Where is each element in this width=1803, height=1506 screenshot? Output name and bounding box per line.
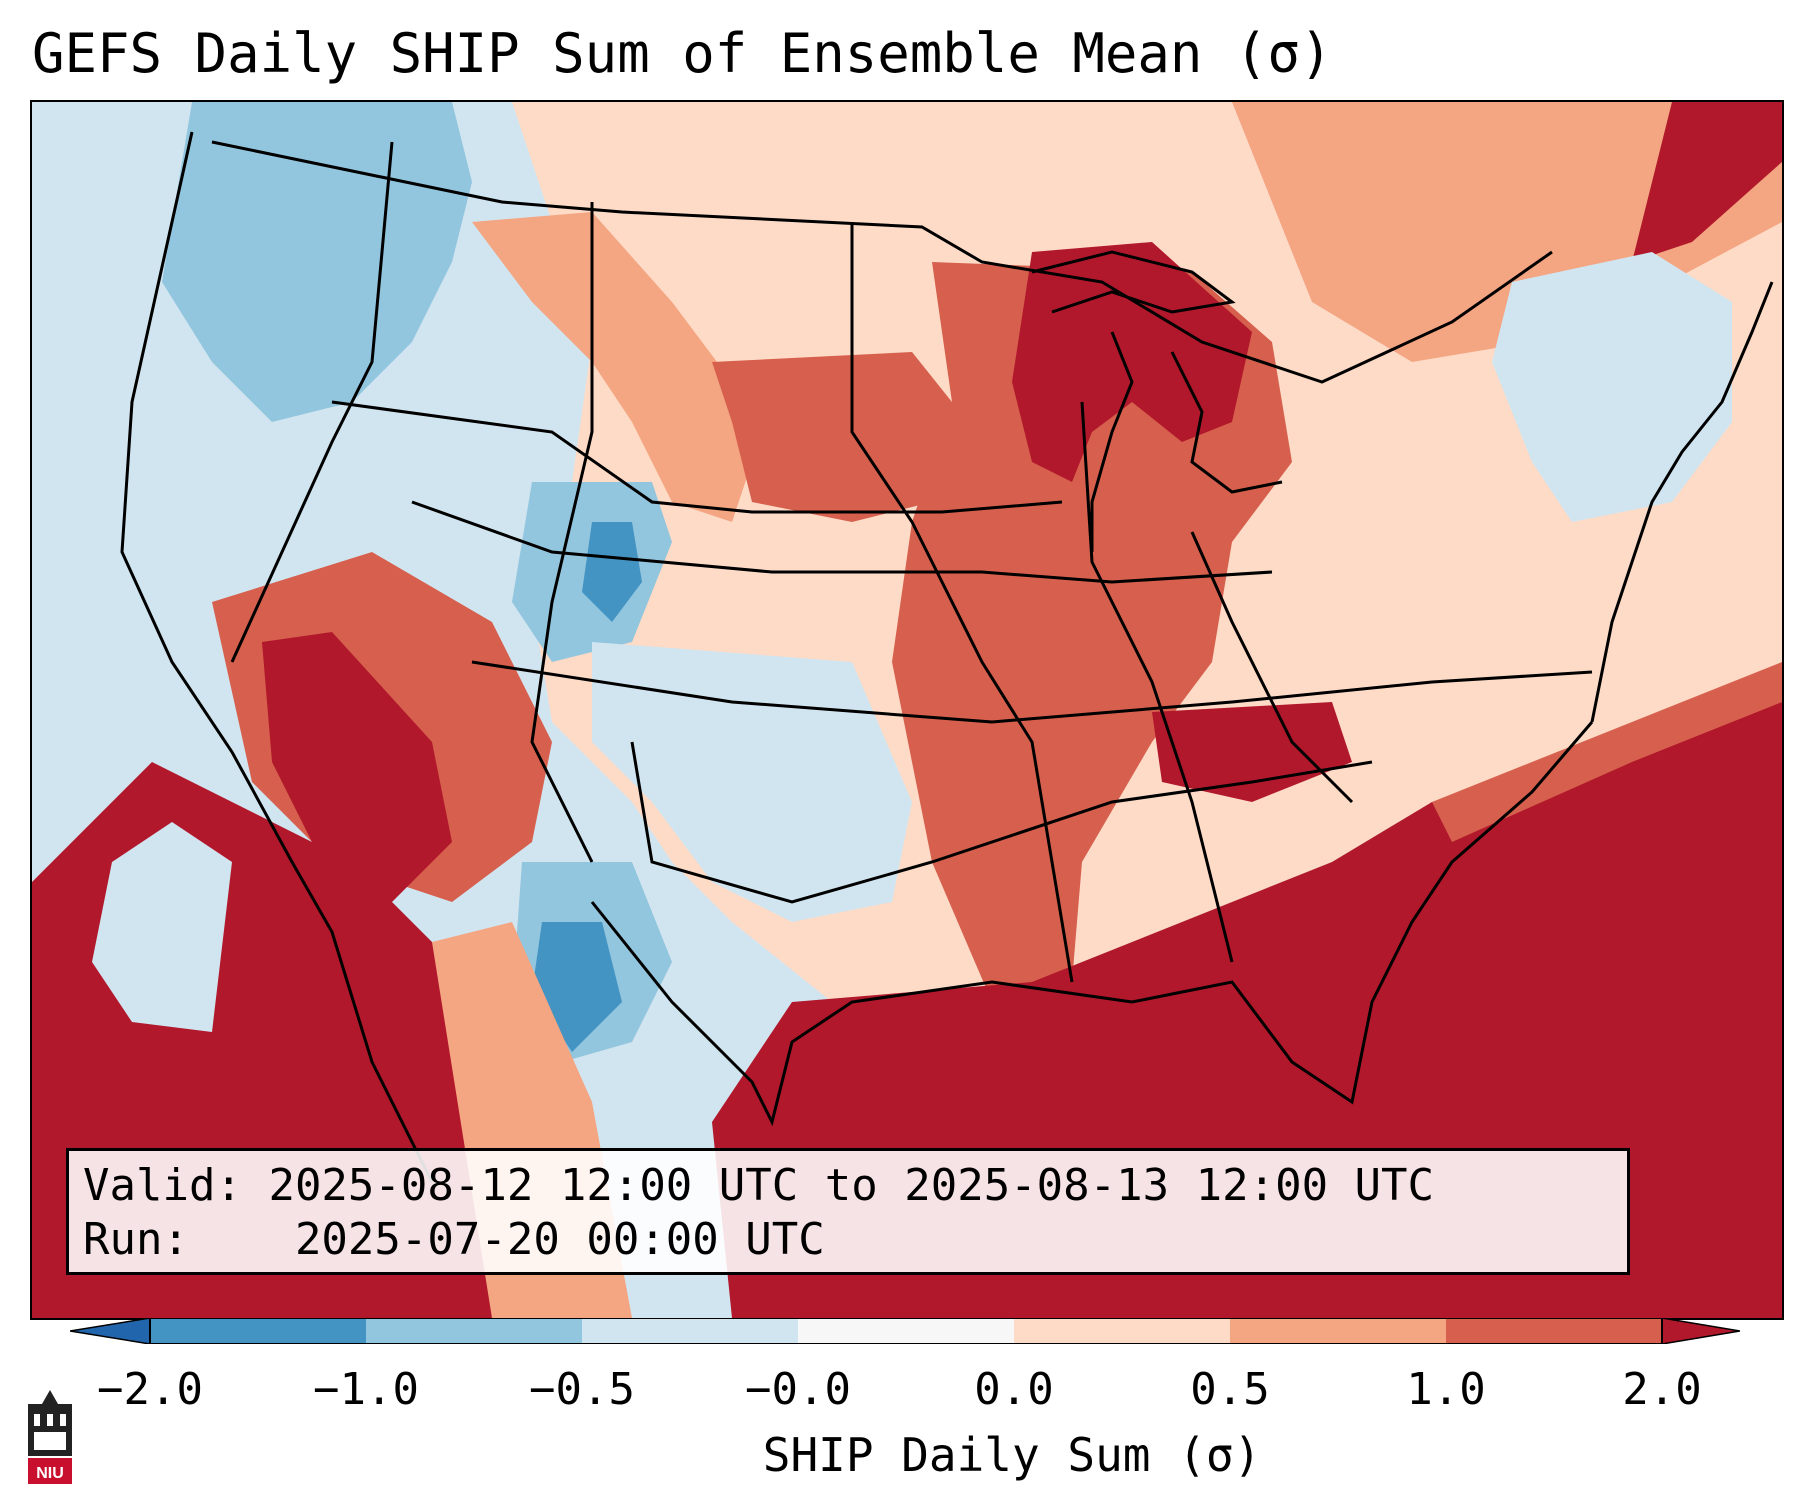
region-pacific-cool-patch: [92, 822, 232, 1032]
region-great-lakes-max: [1012, 242, 1252, 482]
colorbar-bin-7: [1446, 1318, 1662, 1344]
colorbar-extend-low: [70, 1318, 151, 1344]
colorbar-bin-5: [1014, 1318, 1230, 1344]
colorbar-tick-6: 1.0: [1406, 1364, 1486, 1415]
colorbar-bin-6: [1230, 1318, 1446, 1344]
shaded-map: [32, 102, 1782, 1318]
divider-7: [850, 222, 1074, 983]
colorbar-tick-0: −2.0: [97, 1364, 203, 1415]
validity-box: Valid: 2025-08-12 12:00 UTC to 2025-08-1…: [66, 1148, 1630, 1275]
divider-1: [331, 400, 1063, 514]
region-canada-max: [1632, 102, 1782, 262]
gulf-coast: [590, 721, 1594, 1127]
divider-3: [471, 660, 1593, 724]
region-southwest-max: [262, 632, 452, 902]
run-label: Run:: [83, 1214, 189, 1265]
colorbar-tick-4: 0.0: [974, 1364, 1054, 1415]
region-northeast-strong: [1232, 102, 1782, 362]
colorbar-label: SHIP Daily Sum (σ): [762, 1428, 1262, 1482]
divider-6: [530, 202, 594, 863]
valid-value: 2025-08-12 12:00 UTC to 2025-08-13 12:00…: [268, 1160, 1435, 1211]
west-coast: [120, 131, 434, 1183]
colorbar-bin-4: [798, 1318, 1014, 1344]
divider-2: [411, 500, 1273, 584]
region-plains-moderate: [472, 212, 752, 522]
niu-logo: NIU: [28, 1390, 72, 1484]
divider-8: [1080, 401, 1234, 963]
great-lakes-outline: [1031, 250, 1283, 552]
divider-9: [1190, 531, 1354, 804]
region-northeast-neutral: [1492, 252, 1732, 522]
logo-text: NIU: [36, 1465, 64, 1482]
colorbar-extend-high: [1661, 1318, 1740, 1344]
colorbar-bin-1: [150, 1318, 366, 1344]
region-upper-midwest-strong: [892, 262, 1292, 1002]
east-coast: [1590, 281, 1774, 723]
colorbar-tick-5: 0.5: [1190, 1364, 1270, 1415]
region-colorado-core: [582, 522, 642, 622]
colorbar: [70, 1318, 1740, 1344]
canada-border: [211, 140, 1553, 384]
divider-5: [230, 141, 394, 663]
colorbar-tick-1: −1.0: [313, 1364, 419, 1415]
colorbar-tick-2: −0.5: [529, 1364, 635, 1415]
valid-label: Valid:: [83, 1160, 242, 1211]
divider-4: [630, 741, 1373, 904]
state-borders: [120, 131, 1774, 1183]
colorbar-tick-7: 2.0: [1622, 1364, 1702, 1415]
region-texas-light: [592, 642, 912, 922]
region-northplains-strong: [712, 352, 952, 522]
map-title: GEFS Daily SHIP Sum of Ensemble Mean (σ): [32, 22, 1333, 85]
colorbar-tick-3: −0.0: [745, 1364, 851, 1415]
run-value: 2025-07-20 00:00 UTC: [294, 1214, 825, 1265]
colorbar-bin-3: [582, 1318, 798, 1344]
region-northwest-cool: [162, 102, 472, 422]
region-tennessee-max: [1152, 702, 1352, 802]
map-panel: [30, 100, 1784, 1320]
region-atlantic-transition: [1432, 662, 1782, 842]
colorbar-bin-2: [366, 1318, 582, 1344]
